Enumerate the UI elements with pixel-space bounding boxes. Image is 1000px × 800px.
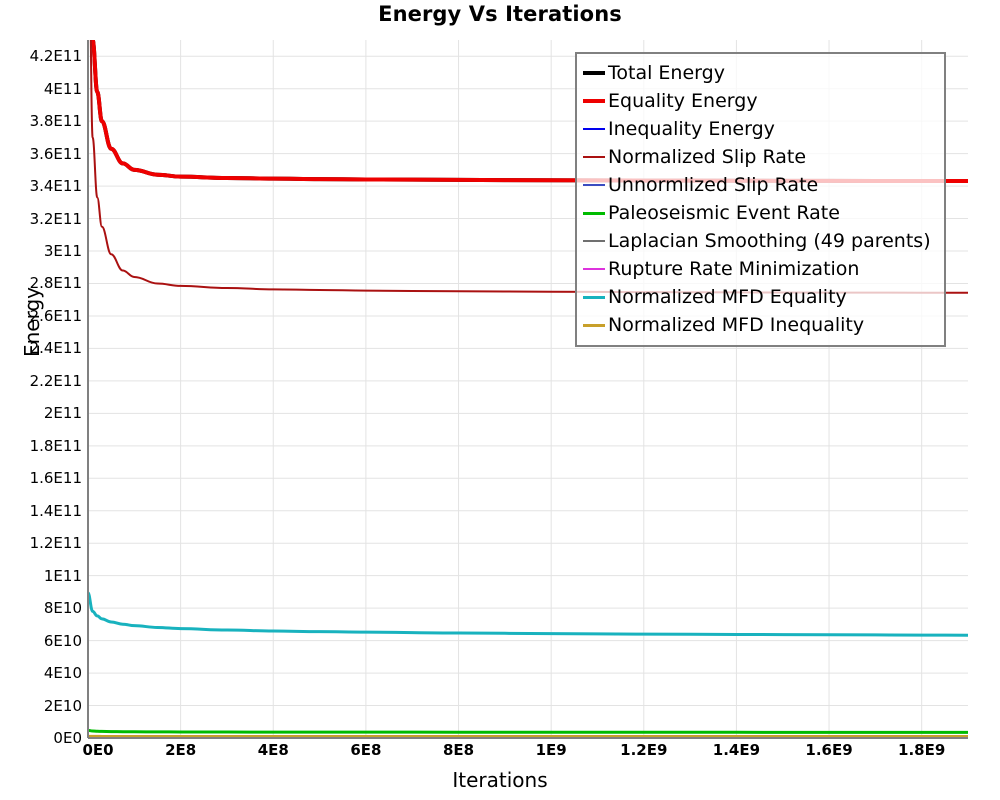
x-axis-title: Iterations — [452, 768, 548, 792]
y-tick-label: 2.2E11 — [29, 371, 82, 390]
legend-item[interactable]: Rupture Rate Minimization — [583, 255, 938, 283]
x-tick-label: 1.8E9 — [898, 741, 946, 759]
legend-color-swatch-icon — [583, 211, 605, 215]
legend-item-label: Rupture Rate Minimization — [608, 257, 860, 280]
legend-color-swatch-icon — [583, 99, 605, 103]
x-tick-label: 4E8 — [257, 741, 289, 759]
legend-item[interactable]: Unnormlized Slip Rate — [583, 171, 938, 199]
x-tick-label: 1.2E9 — [620, 741, 668, 759]
legend-item[interactable]: Normalized Slip Rate — [583, 143, 938, 171]
series-line-normalized-mfd-equality — [88, 591, 968, 637]
legend-item-label: Normalized Slip Rate — [608, 145, 807, 168]
y-tick-label: 4.2E11 — [29, 47, 82, 66]
y-tick-label: 1E11 — [43, 566, 82, 585]
legend-color-swatch-icon — [583, 240, 605, 242]
y-tick-label: 6E10 — [43, 631, 82, 650]
y-tick-label: 3.4E11 — [29, 177, 82, 196]
axis-frame — [87, 40, 968, 739]
y-tick-label: 2.8E11 — [29, 274, 82, 293]
legend-item[interactable]: Normalized MFD Inequality — [583, 311, 938, 339]
chart-legend: Total Energy Equality Energy Inequality En… — [575, 52, 946, 347]
legend-item-label: Normalized MFD Inequality — [608, 313, 865, 336]
legend-item-label: Equality Energy — [608, 89, 758, 112]
legend-color-swatch-icon — [583, 295, 605, 299]
y-tick-label: 3E11 — [43, 242, 82, 261]
legend-item-label: Normalized MFD Equality — [608, 285, 847, 308]
y-tick-label: 1.6E11 — [29, 469, 82, 488]
legend-item[interactable]: Normalized MFD Equality — [583, 283, 938, 311]
x-tick-label: 0E0 — [82, 741, 114, 759]
x-tick-label: 1E9 — [535, 741, 567, 759]
legend-item[interactable]: Laplacian Smoothing (49 parents) — [583, 227, 938, 255]
y-tick-label: 4E10 — [43, 664, 82, 683]
legend-item[interactable]: Equality Energy — [583, 87, 938, 115]
legend-item-label: Unnormlized Slip Rate — [608, 173, 819, 196]
y-tick-label: 4E11 — [43, 79, 82, 98]
y-tick-label: 3.8E11 — [29, 112, 82, 131]
y-tick-label: 1.8E11 — [29, 436, 82, 455]
legend-color-swatch-icon — [583, 184, 605, 186]
legend-color-swatch-icon — [583, 71, 605, 75]
y-tick-label: 1.4E11 — [29, 501, 82, 520]
legend-item[interactable]: Paleoseismic Event Rate — [583, 199, 938, 227]
x-tick-label: 6E8 — [350, 741, 382, 759]
legend-color-swatch-icon — [583, 268, 605, 270]
y-tick-label: 2.6E11 — [29, 306, 82, 325]
legend-color-swatch-icon — [583, 128, 605, 130]
legend-item-label: Paleoseismic Event Rate — [608, 201, 840, 224]
y-tick-label: 8E10 — [43, 599, 82, 618]
y-tick-label: 3.2E11 — [29, 209, 82, 228]
legend-item[interactable]: Inequality Energy — [583, 115, 938, 143]
legend-item-label: Laplacian Smoothing (49 parents) — [608, 229, 931, 252]
y-tick-label: 1.2E11 — [29, 534, 82, 553]
y-tick-label: 0E0 — [53, 729, 82, 747]
legend-color-swatch-icon — [583, 156, 605, 158]
chart-title: Energy Vs Iterations — [378, 2, 622, 26]
legend-item-label: Inequality Energy — [608, 117, 775, 140]
x-tick-label: 2E8 — [165, 741, 197, 759]
y-tick-label: 2.4E11 — [29, 339, 82, 358]
series-line-paleoseismic-event-rate — [88, 728, 968, 734]
x-tick-label: 1.4E9 — [712, 741, 761, 759]
x-tick-label: 1.6E9 — [805, 741, 853, 759]
legend-item[interactable]: Total Energy — [583, 59, 938, 87]
y-tick-label: 3.6E11 — [29, 144, 82, 163]
y-axis-title: Energy — [20, 286, 44, 358]
legend-color-swatch-icon — [583, 323, 605, 327]
y-tick-label: 2E10 — [43, 696, 82, 715]
y-tick-label: 2E11 — [43, 404, 82, 423]
x-tick-label: 8E8 — [442, 741, 475, 759]
legend-item-label: Total Energy — [608, 61, 725, 84]
